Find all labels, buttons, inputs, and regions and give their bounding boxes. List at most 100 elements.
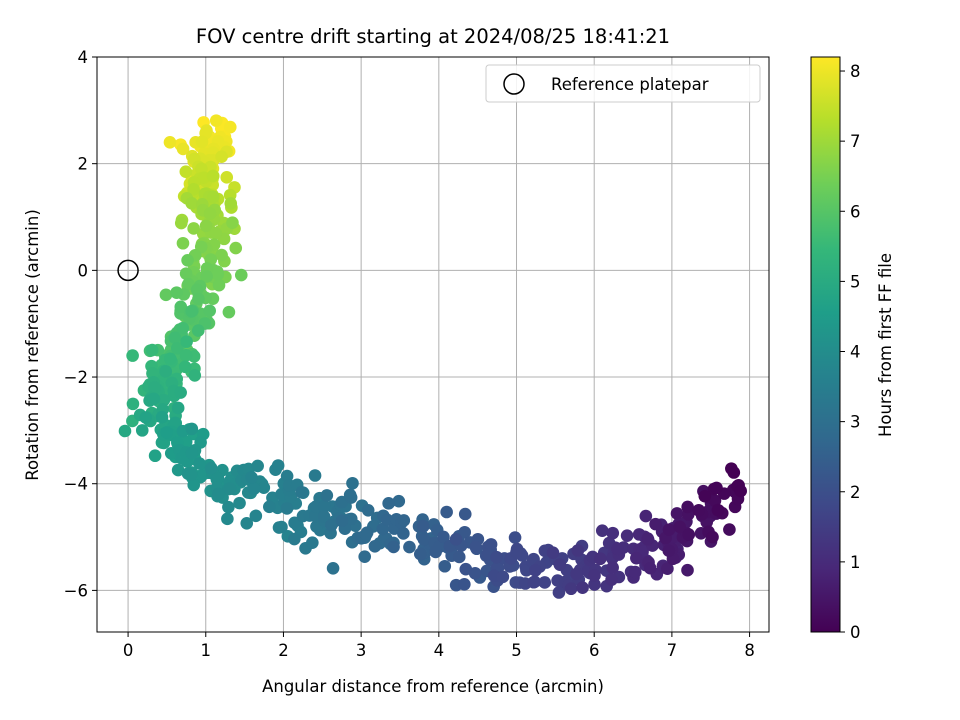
data-point [179,165,193,178]
data-point [496,570,510,584]
legend: Reference platepar [485,64,761,103]
data-point [263,500,276,514]
data-point [171,401,185,415]
data-point [710,481,723,495]
y-axis-ticks: −6 −4 −2 0 2 4 [64,48,97,600]
data-point [171,463,185,477]
data-point [359,528,373,541]
data-point [226,216,239,229]
data-point [159,288,173,302]
data-point [335,514,349,528]
colorbar-tick-label: 7 [850,132,861,151]
data-point [187,183,200,196]
data-point [163,352,177,366]
data-point [209,114,223,127]
data-point [449,532,463,546]
data-point [306,536,319,549]
data-point [708,494,722,507]
data-point [727,466,741,479]
data-point [185,447,199,460]
data-point [240,517,254,530]
data-point [126,397,140,411]
colorbar-label: Hours from first FF file [876,253,895,437]
data-point [180,335,193,348]
x-tick-label: 6 [589,641,600,660]
data-point [206,190,220,204]
data-point [222,305,236,319]
x-axis-ticks: 0 1 2 3 4 5 6 7 8 [123,632,755,660]
data-point [185,196,199,210]
data-point [174,300,188,314]
data-point [257,481,271,494]
data-point [211,267,225,281]
data-point [570,567,583,581]
data-point [403,540,416,554]
data-point [199,219,213,233]
data-point [458,578,471,591]
data-point [458,507,472,521]
x-tick-label: 3 [356,641,367,660]
data-point [191,324,205,337]
data-point [215,248,228,262]
data-point [361,503,375,517]
colorbar-tick-label: 2 [850,483,861,502]
data-point [358,550,372,563]
data-point [157,393,171,407]
data-point [224,197,238,210]
data-point [538,576,552,589]
data-point [159,365,173,378]
data-point [174,216,188,230]
data-point [170,341,184,355]
data-point [429,545,442,559]
data-point [508,531,522,544]
data-point [553,558,567,571]
data-point [178,360,192,374]
data-point [628,565,642,579]
colorbar-tick-label: 4 [850,343,861,362]
data-point [174,386,187,399]
data-point [440,505,453,519]
data-point [335,495,349,509]
data-point [529,564,542,577]
x-tick-label: 4 [434,641,445,660]
chart-title: FOV centre drift starting at 2024/08/25 … [196,25,670,48]
data-point [620,529,634,542]
data-point [271,459,285,472]
data-point [380,513,394,527]
colorbar-tick-label: 1 [850,553,861,572]
data-point [662,544,676,557]
data-point [145,343,159,357]
colorbar [810,56,841,633]
data-point [673,520,686,534]
data-point [571,544,585,557]
data-point [176,236,190,250]
data-point [698,489,712,503]
data-point [576,581,589,594]
data-point [723,523,736,536]
data-point [184,468,198,481]
data-point [630,551,643,565]
legend-label: Reference platepar [551,75,709,94]
data-point [215,150,228,164]
data-point [245,471,258,484]
data-point [179,267,193,280]
x-tick-label: 7 [667,641,678,660]
colorbar-tick-label: 6 [850,202,861,221]
data-point [176,321,190,335]
colorbar-ticks: 0 1 2 3 4 5 6 7 8 [840,62,861,642]
data-point [343,488,357,502]
data-point [510,546,523,559]
data-point [135,424,149,437]
data-point [317,510,331,523]
data-point [118,424,132,438]
data-point [734,484,748,498]
data-point [649,517,662,531]
data-point [168,331,182,344]
data-point [193,457,206,470]
data-point [611,542,624,556]
x-tick-label: 5 [511,641,522,660]
colorbar-tick-label: 5 [850,272,861,291]
data-point [326,561,340,575]
data-point [546,546,560,560]
data-point [187,222,200,235]
